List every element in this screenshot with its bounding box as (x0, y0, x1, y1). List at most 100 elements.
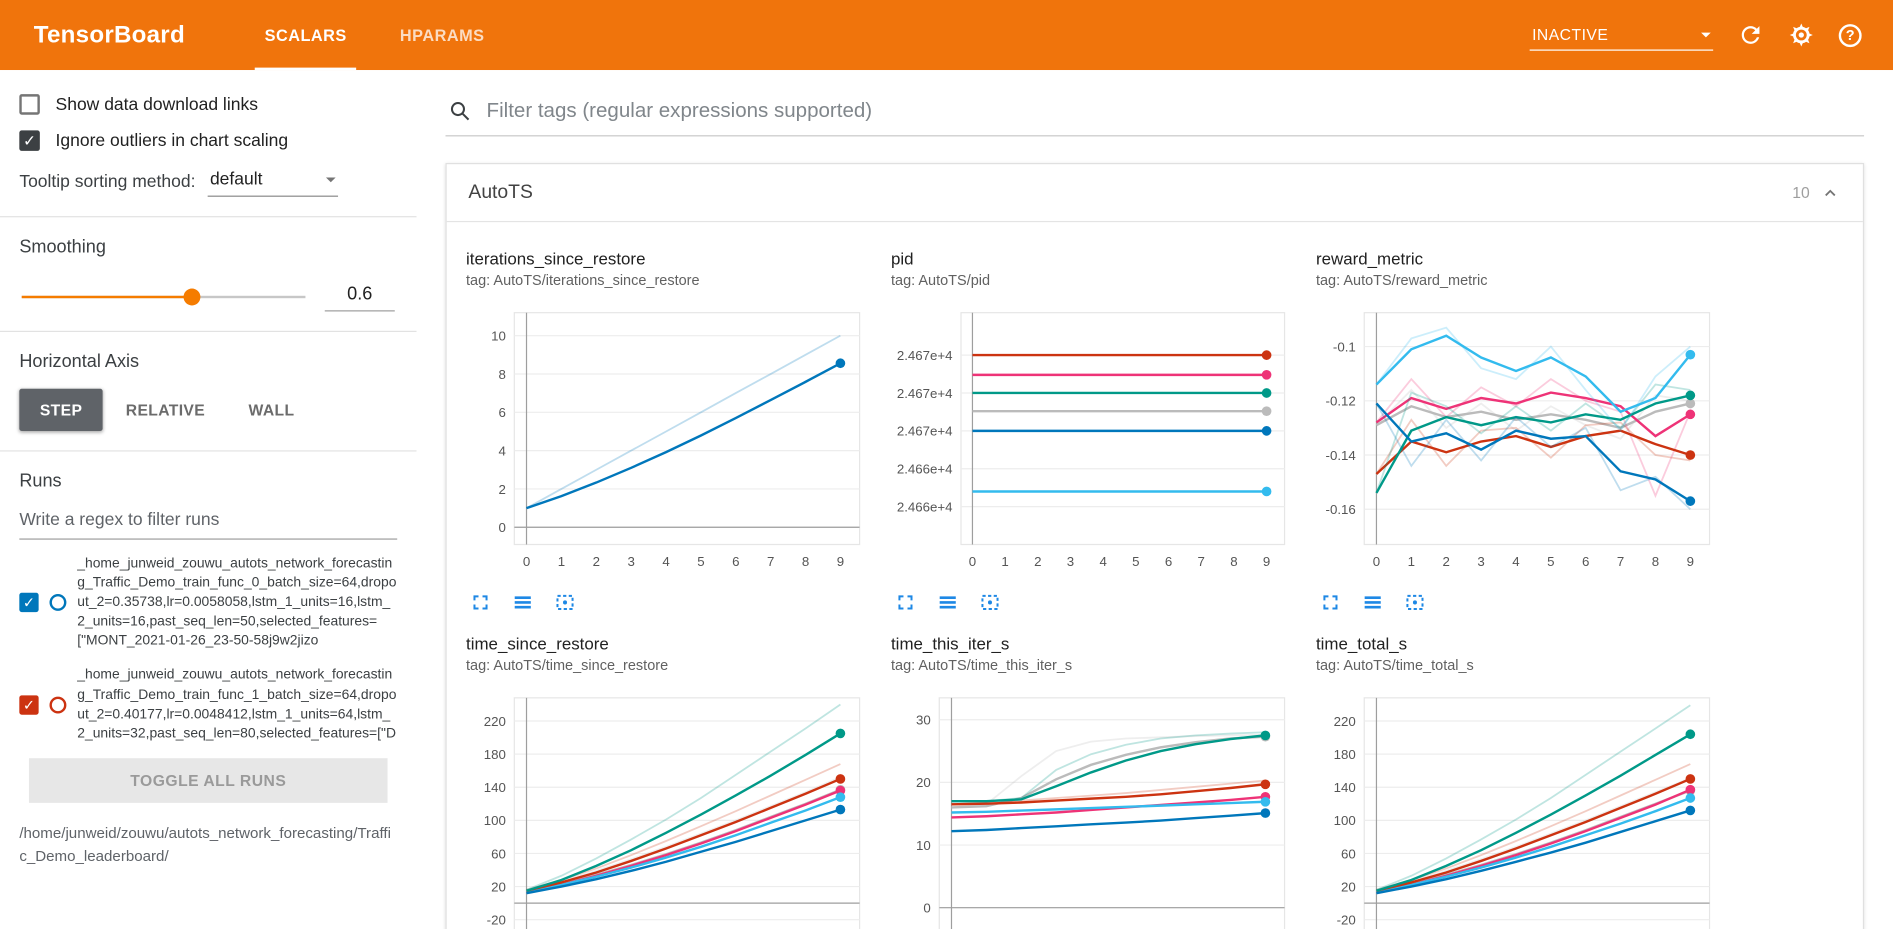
svg-text:3: 3 (627, 554, 634, 569)
svg-text:140: 140 (1334, 780, 1356, 795)
smoothing-value[interactable]: 0.6 (324, 281, 395, 312)
svg-text:0: 0 (969, 554, 976, 569)
runs-lines-icon[interactable] (1361, 590, 1385, 614)
svg-text:0: 0 (1373, 554, 1380, 569)
svg-text:7: 7 (1198, 554, 1205, 569)
chart-card: time_since_restore tag: AutoTS/time_since… (456, 622, 881, 929)
chart-tag: tag: AutoTS/time_total_s (1315, 656, 1474, 674)
svg-text:2.466e+4: 2.466e+4 (897, 462, 953, 477)
svg-text:3: 3 (1067, 554, 1074, 569)
settings-gear-icon[interactable] (1788, 22, 1815, 49)
chart-card: time_this_iter_s tag: AutoTS/time_this_it… (881, 622, 1306, 929)
svg-text:9: 9 (1263, 554, 1270, 569)
fullscreen-icon[interactable] (893, 590, 917, 614)
autots-card-collapse[interactable]: 10 (1792, 182, 1841, 204)
fit-domain-icon[interactable] (553, 590, 577, 614)
chart-plot[interactable]: -0.16 -0.14 -0.12 -0.1 0 1 2 3 4 5 6 7 8 9 (1316, 301, 1722, 576)
chart-tag: tag: AutoTS/pid (890, 271, 991, 289)
tab-hparams[interactable]: HPARAMS (399, 25, 485, 45)
tag-filter-row (445, 92, 1865, 137)
ignore-outliers-label: Ignore outliers in chart scaling (55, 130, 289, 151)
runs-filter-input[interactable] (19, 505, 398, 540)
autots-card-header[interactable]: AutoTS 10 (446, 164, 1863, 223)
chart-plot[interactable]: -2020601001401802200123456789 (1316, 686, 1722, 929)
svg-text:8: 8 (1230, 554, 1237, 569)
chart-tag: tag: AutoTS/iterations_since_restore (466, 271, 700, 289)
fit-domain-icon[interactable] (978, 590, 1002, 614)
svg-text:6: 6 (1165, 554, 1172, 569)
run-name[interactable]: _home_junweid_zouwu_autots_network_forec… (77, 556, 397, 649)
svg-text:60: 60 (1341, 846, 1356, 861)
chevron-down-icon (1701, 31, 1711, 42)
svg-text:0: 0 (523, 554, 530, 569)
help-icon[interactable]: ? (1838, 23, 1862, 47)
runs-base-path: /home/junweid/zouwu/autots_network_forec… (19, 824, 391, 865)
show-download-links-label: Show data download links (55, 94, 258, 115)
smoothing-slider-row: 0.6 (21, 281, 395, 312)
axis-button-relative[interactable]: RELATIVE (125, 400, 206, 419)
reload-status-dropdown[interactable]: INACTIVE (1529, 19, 1714, 51)
fullscreen-icon[interactable] (1318, 590, 1342, 614)
tab-scalars[interactable]: SCALARS (238, 0, 373, 71)
refresh-icon[interactable] (1737, 22, 1764, 49)
runs-lines-icon[interactable] (511, 590, 535, 614)
toggle-all-runs-button[interactable]: TOGGLE ALL RUNS (28, 757, 388, 803)
svg-text:10: 10 (916, 838, 931, 853)
svg-text:4: 4 (498, 443, 505, 458)
chart-card: reward_metric tag: AutoTS/reward_metric -0… (1306, 237, 1731, 622)
fit-domain-icon[interactable] (1403, 590, 1427, 614)
run-checkbox[interactable]: ✓ (19, 593, 39, 613)
chart-card: time_total_s tag: AutoTS/time_total_s -20 2… (1306, 622, 1731, 929)
tag-filter-input[interactable] (486, 98, 1862, 124)
chart-tag: tag: AutoTS/time_since_restore (466, 656, 669, 674)
chart-tag: tag: AutoTS/reward_metric (1315, 271, 1488, 289)
chart-plot[interactable]: 0 2 4 6 8 10 0 1 2 3 4 5 6 7 8 9 (466, 301, 872, 576)
chart-plot[interactable]: 01020300123456789 (891, 686, 1297, 929)
svg-text:100: 100 (484, 813, 506, 828)
axis-button-step[interactable]: STEP (19, 388, 103, 432)
svg-text:5: 5 (697, 554, 704, 569)
charts-grid: iterations_since_restore tag: AutoTS/iter… (447, 222, 1863, 929)
smoothing-slider-fill (21, 295, 192, 298)
svg-text:180: 180 (484, 747, 506, 762)
svg-text:20: 20 (916, 775, 931, 790)
svg-text:60: 60 (491, 846, 506, 861)
search-icon (450, 102, 470, 121)
tooltip-sort-row: Tooltip sorting method: default (19, 167, 397, 197)
show-download-links-row[interactable]: Show data download links (19, 94, 397, 115)
svg-text:6: 6 (1582, 554, 1589, 569)
show-download-links-checkbox[interactable] (19, 94, 40, 115)
chart-title: reward_metric (1315, 248, 1424, 269)
svg-text:4: 4 (662, 554, 669, 569)
fullscreen-icon[interactable] (468, 590, 492, 614)
svg-text:2: 2 (498, 482, 505, 497)
run-radio[interactable] (49, 594, 67, 612)
run-name[interactable]: _home_junweid_zouwu_autots_network_forec… (77, 668, 397, 741)
svg-text:5: 5 (1547, 554, 1554, 569)
sidebar: Show data download links ✓ Ignore outlie… (0, 70, 417, 929)
chart-title: time_total_s (1315, 633, 1408, 654)
svg-text:1: 1 (558, 554, 565, 569)
svg-text:9: 9 (837, 554, 844, 569)
run-radio[interactable] (49, 696, 67, 714)
tooltip-sort-dropdown[interactable]: default (207, 167, 338, 197)
svg-text:220: 220 (484, 714, 506, 729)
autots-card-title: AutoTS (468, 181, 533, 203)
smoothing-slider[interactable] (21, 287, 306, 305)
runs-lines-icon[interactable] (936, 590, 960, 614)
chart-plot[interactable]: 2.466e+4 2.466e+4 2.467e+4 2.467e+4 2.467e+4… (891, 301, 1297, 576)
ignore-outliers-checkbox[interactable]: ✓ (19, 130, 40, 151)
smoothing-slider-thumb[interactable] (183, 287, 201, 305)
svg-text:-0.1: -0.1 (1333, 339, 1356, 354)
tooltip-sort-label: Tooltip sorting method: (19, 172, 196, 192)
ignore-outliers-row[interactable]: ✓ Ignore outliers in chart scaling (19, 130, 397, 151)
chart-plot[interactable]: -2020601001401802200123456789 (466, 686, 872, 929)
app-header: TensorBoard SCALARS HPARAMS INACTIVE ? (0, 0, 1893, 71)
axis-button-wall[interactable]: WALL (248, 400, 295, 419)
divider (0, 450, 417, 452)
tab-bar: SCALARS HPARAMS (238, 0, 511, 71)
svg-text:8: 8 (498, 367, 505, 382)
svg-text:8: 8 (1652, 554, 1659, 569)
run-checkbox[interactable]: ✓ (19, 694, 39, 715)
